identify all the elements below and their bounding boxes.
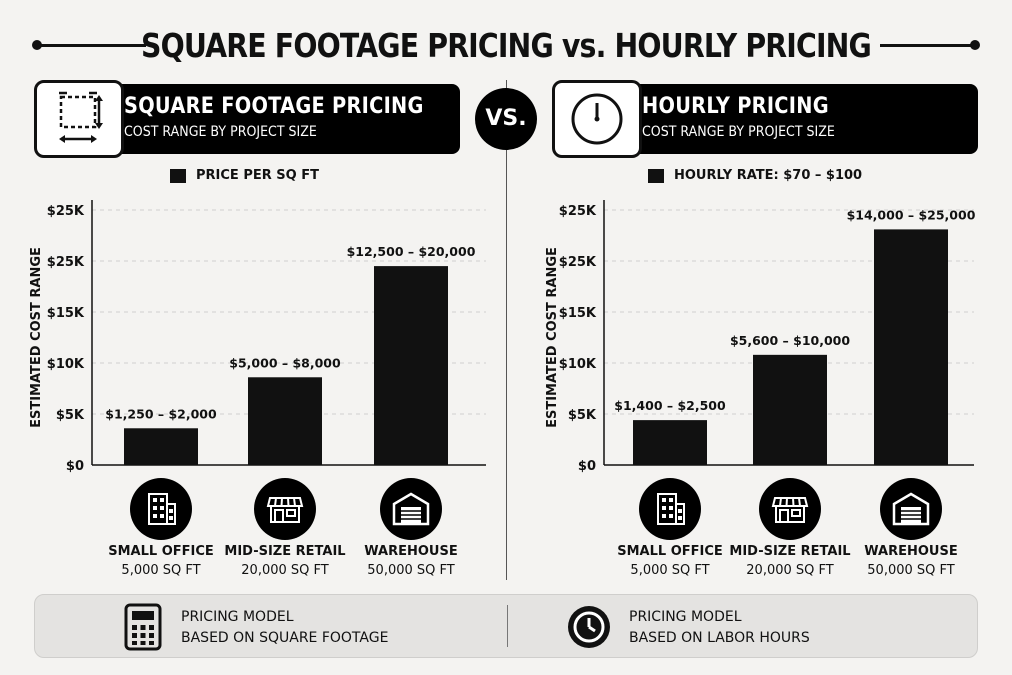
clock-icon: [552, 80, 642, 158]
left-y-tick-label: $5K: [56, 408, 85, 423]
right-bar-2: [874, 229, 948, 465]
left-y-tick-label: $15K: [47, 306, 85, 321]
left-y-tick-label: $25K: [47, 255, 85, 270]
right-y-axis-label: ESTIMATED COST RANGE: [545, 247, 560, 428]
left-data-label-2: $12,500 – $20,000: [347, 244, 476, 259]
calculator-icon: [123, 603, 163, 655]
left-category-name-office: SMALL OFFICE: [108, 544, 214, 559]
left-legend-swatch: [170, 168, 186, 183]
right-data-label-1: $5,600 – $10,000: [730, 333, 850, 348]
footer-panel: PRICING MODEL BASED ON SQUARE FOOTAGE PR…: [34, 594, 978, 658]
left-y-tick-label: $25K: [47, 204, 85, 219]
right-legend-label: HOURLY RATE: $70 – $100: [674, 168, 863, 183]
right-header-subtitle: COST RANGE BY PROJECT SIZE: [642, 124, 835, 140]
title-rule-right: [880, 44, 976, 47]
right-category-size-office: 5,000 SQ FT: [630, 563, 710, 578]
left-legend-label: PRICE PER SQ FT: [196, 168, 319, 183]
left-category-size-warehouse: 50,000 SQ FT: [367, 563, 455, 578]
vs-badge: VS.: [475, 88, 537, 150]
title-dot-right: [970, 40, 980, 50]
right-storefront-icon: [759, 478, 821, 540]
right-header-card: HOURLY PRICING COST RANGE BY PROJECT SIZ…: [552, 80, 978, 158]
right-y-tick-label: $5K: [568, 408, 597, 423]
left-bar-1: [248, 377, 322, 465]
right-category-size-retail: 20,000 SQ FT: [746, 563, 834, 578]
left-y-tick-label: $10K: [47, 357, 85, 372]
footer-left-line1: PRICING MODEL: [181, 609, 294, 625]
right-legend: HOURLY RATE: $70 – $100: [648, 168, 862, 183]
left-header-title: SQUARE FOOTAGE PRICING: [124, 94, 424, 119]
left-data-label-1: $5,000 – $8,000: [229, 355, 341, 370]
right-office-building-icon: [639, 478, 701, 540]
left-bar-0: [124, 428, 198, 465]
page-title: SQUARE FOOTAGE PRICING vs. HOURLY PRICIN…: [141, 26, 872, 65]
footer-right-line1: PRICING MODEL: [629, 609, 742, 625]
right-category-name-retail: MID-SIZE RETAIL: [729, 544, 851, 559]
right-data-label-0: $1,400 – $2,500: [614, 398, 726, 413]
title-row: SQUARE FOOTAGE PRICING vs. HOURLY PRICIN…: [0, 20, 1012, 72]
left-y-tick-label: $0: [66, 459, 84, 474]
right-data-label-2: $14,000 – $25,000: [847, 207, 976, 222]
right-y-tick-label: $0: [578, 459, 596, 474]
square-footage-icon: [34, 80, 124, 158]
right-y-tick-label: $25K: [559, 255, 597, 270]
left-category-name-warehouse: WAREHOUSE: [364, 544, 458, 559]
footer-left-text: PRICING MODEL BASED ON SQUARE FOOTAGE: [181, 607, 388, 649]
footer-left-line2: BASED ON SQUARE FOOTAGE: [181, 630, 389, 646]
left-office-building-icon: [130, 478, 192, 540]
left-storefront-icon: [254, 478, 316, 540]
left-legend: PRICE PER SQ FT: [170, 168, 319, 183]
right-category-name-office: SMALL OFFICE: [617, 544, 723, 559]
left-header-card: SQUARE FOOTAGE PRICING COST RANGE BY PRO…: [34, 80, 460, 158]
right-warehouse-icon: [880, 478, 942, 540]
right-category-name-warehouse: WAREHOUSE: [864, 544, 958, 559]
left-warehouse-icon: [380, 478, 442, 540]
right-category-size-warehouse: 50,000 SQ FT: [867, 563, 955, 578]
right-y-tick-label: $10K: [559, 357, 597, 372]
right-y-tick-label: $15K: [559, 306, 597, 321]
right-bar-0: [633, 420, 707, 465]
footer-clock-icon: [565, 603, 613, 655]
right-legend-swatch: [648, 168, 664, 183]
center-divider: [506, 80, 507, 580]
left-category-size-office: 5,000 SQ FT: [121, 563, 201, 578]
right-bar-1: [753, 354, 827, 465]
right-header-title: HOURLY PRICING: [642, 94, 829, 119]
left-category-size-retail: 20,000 SQ FT: [241, 563, 329, 578]
footer-right-line2: BASED ON LABOR HOURS: [629, 630, 810, 646]
left-header-subtitle: COST RANGE BY PROJECT SIZE: [124, 124, 317, 140]
left-data-label-0: $1,250 – $2,000: [105, 406, 217, 421]
footer-right-text: PRICING MODEL BASED ON LABOR HOURS: [629, 607, 810, 649]
left-bar-2: [374, 266, 448, 465]
footer-divider: [507, 605, 508, 647]
left-y-axis-label: ESTIMATED COST RANGE: [29, 247, 44, 428]
title-rule-left: [36, 44, 146, 47]
left-category-name-retail: MID-SIZE RETAIL: [224, 544, 346, 559]
right-y-tick-label: $25K: [559, 204, 597, 219]
